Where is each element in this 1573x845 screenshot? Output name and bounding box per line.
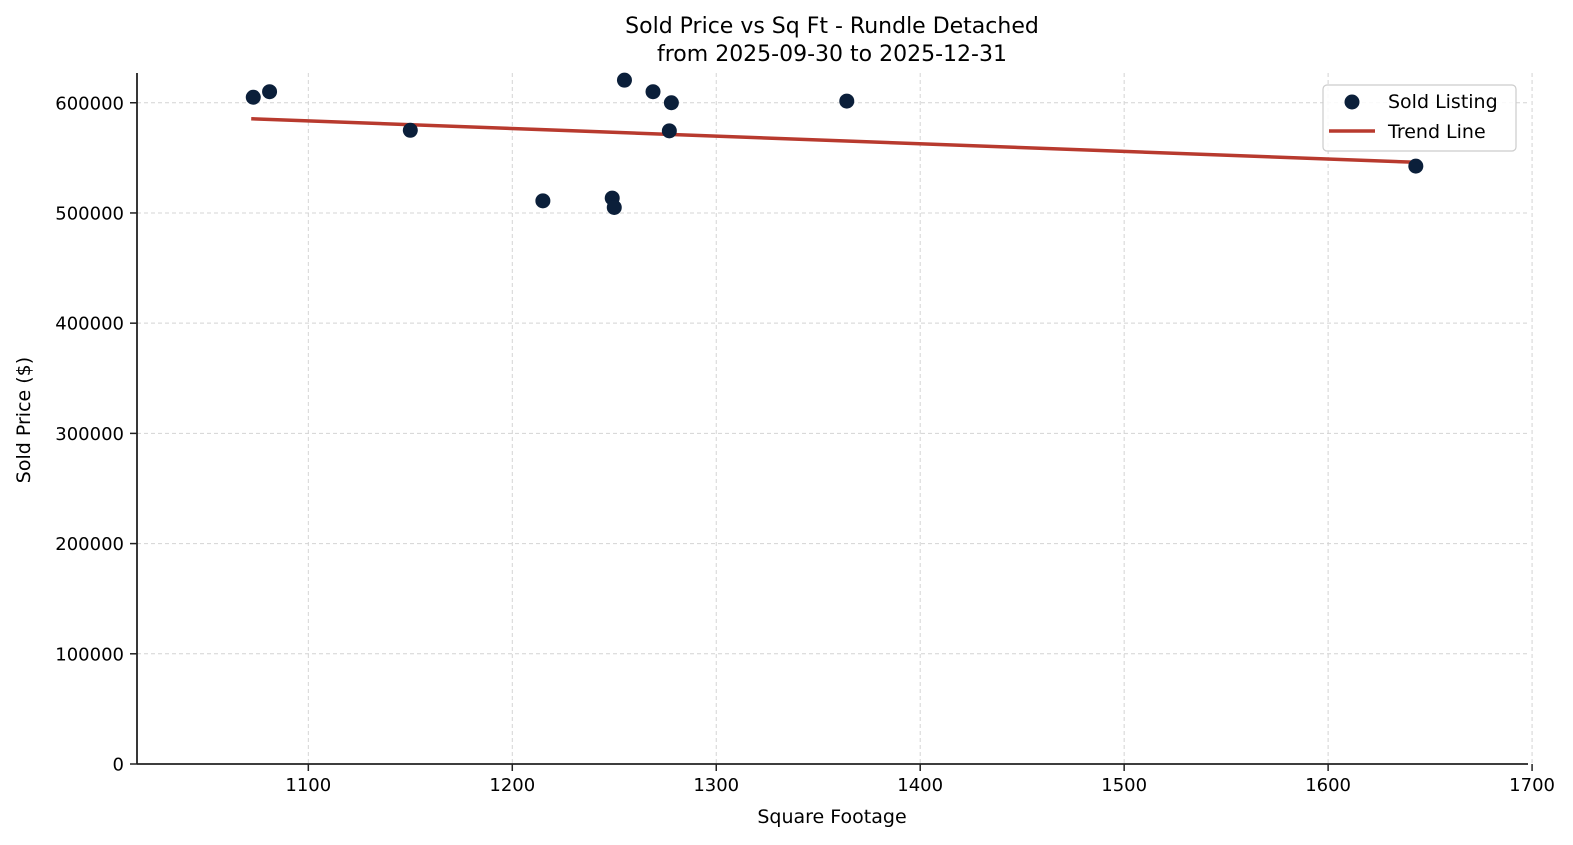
x-axis-label: Square Footage	[757, 806, 906, 828]
x-axis-ticks: 1100 1200 1300 1400 1500 1600 1700	[285, 764, 1555, 796]
y-tick-label: 0	[113, 755, 124, 776]
data-point	[616, 72, 632, 88]
legend-label-trend: Trend Line	[1387, 121, 1486, 143]
chart-subtitle-text: from 2025-09-30 to 2025-12-31	[657, 42, 1007, 67]
chart-title: Sold Price vs Sq Ft - Rundle Detached fr…	[625, 14, 1039, 67]
trend-line-path	[251, 116, 1416, 165]
data-point	[535, 193, 551, 209]
grid-lines	[137, 73, 1533, 764]
data-point	[1408, 158, 1424, 174]
data-point	[606, 199, 622, 215]
x-tick-label: 1400	[897, 775, 943, 796]
y-tick-label: 100000	[55, 644, 124, 665]
data-point	[645, 84, 661, 100]
data-point	[839, 93, 855, 109]
legend-box	[1322, 84, 1517, 152]
data-points	[245, 72, 1424, 215]
data-point	[661, 123, 677, 139]
legend-label-sold: Sold Listing	[1388, 91, 1498, 113]
x-tick-label: 1500	[1101, 775, 1147, 796]
x-tick-label: 1600	[1305, 775, 1351, 796]
x-tick-label: 1100	[285, 775, 331, 796]
x-tick-label: 1700	[1509, 775, 1555, 796]
trend-line	[251, 116, 1416, 165]
y-tick-label: 400000	[55, 314, 124, 335]
y-axis-ticks: 0 100000 200000 300000 400000 500000 600000	[55, 93, 137, 776]
data-point	[402, 122, 418, 138]
chart-title-text: Sold Price vs Sq Ft - Rundle Detached	[625, 14, 1039, 39]
data-point	[245, 89, 261, 105]
y-axis-label: Sold Price ($)	[13, 357, 35, 483]
y-tick-label: 500000	[55, 203, 124, 224]
legend-marker-icon	[1344, 94, 1360, 110]
y-tick-label: 600000	[55, 93, 124, 114]
y-tick-label: 200000	[55, 534, 124, 555]
data-point	[262, 84, 278, 100]
y-tick-label: 300000	[55, 424, 124, 445]
x-tick-label: 1300	[693, 775, 739, 796]
data-point	[663, 95, 679, 111]
legend: Sold Listing Trend Line	[1322, 84, 1517, 152]
axes	[136, 73, 1528, 765]
x-tick-label: 1200	[489, 775, 535, 796]
